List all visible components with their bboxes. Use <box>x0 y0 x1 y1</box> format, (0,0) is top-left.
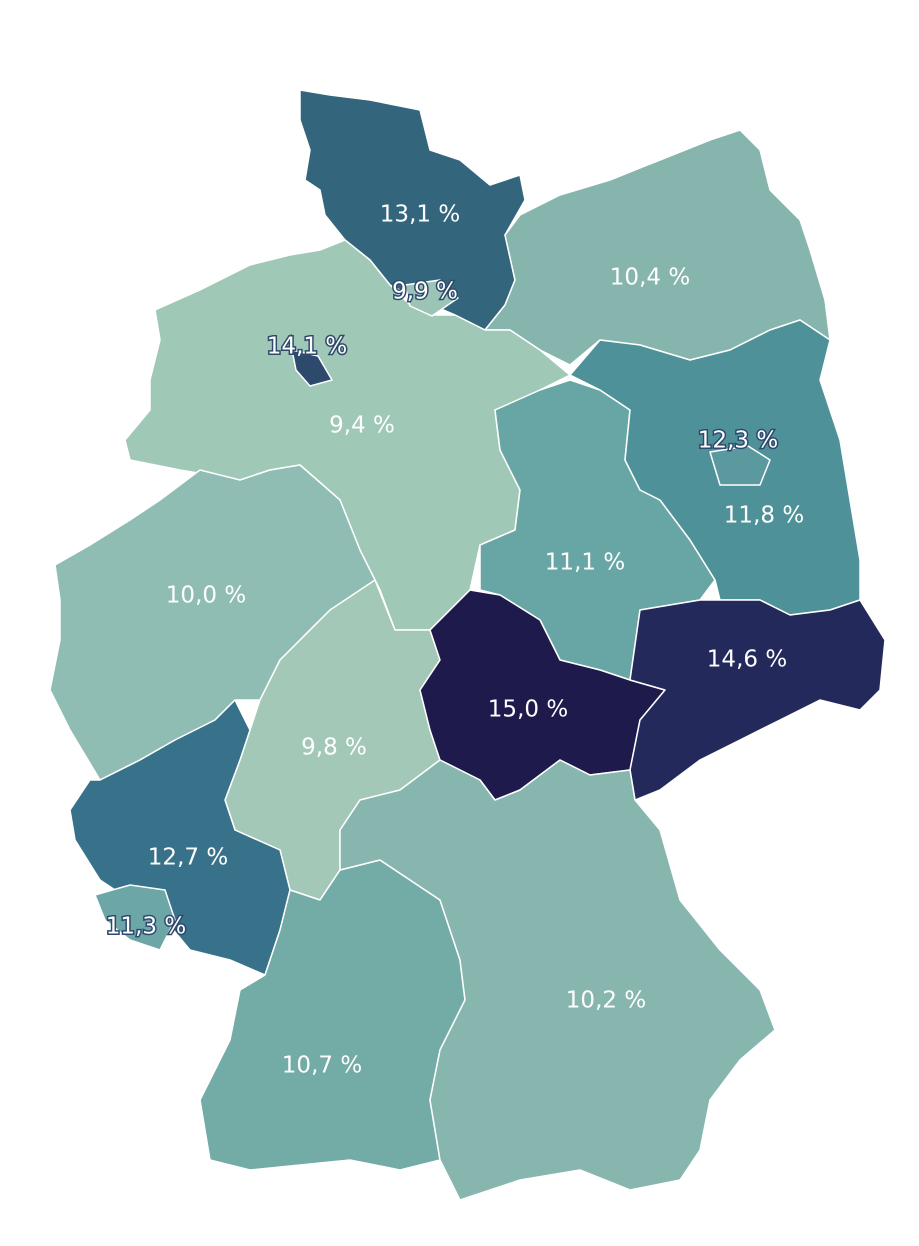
region-label: 12,7 % <box>148 845 228 871</box>
region-label: 12,3 % <box>698 428 778 454</box>
region-label: 14,6 % <box>707 647 787 673</box>
region-label: 11,1 % <box>545 550 625 576</box>
region-label: 10,2 % <box>566 988 646 1014</box>
region-label: 15,0 % <box>488 697 568 723</box>
region-label: 11,3 % <box>106 914 186 940</box>
region-label: 10,4 % <box>610 265 690 291</box>
region-label: 10,7 % <box>282 1053 362 1079</box>
region-label: 14,1 % <box>267 334 347 360</box>
region-label: 9,8 % <box>301 735 367 761</box>
regions <box>49 89 886 1201</box>
region-label: 13,1 % <box>380 202 460 228</box>
region-label: 10,0 % <box>166 583 246 609</box>
region-label: 9,9 % <box>392 279 458 305</box>
region <box>291 349 333 387</box>
labels: 13,1 % 10,4 % 9,4 % 9,9 % 14,1 % 11,1 % … <box>104 202 804 1079</box>
region-label: 9,4 % <box>329 413 395 439</box>
region <box>709 445 771 486</box>
region <box>94 884 176 951</box>
region-label: 11,8 % <box>724 503 804 529</box>
region <box>629 599 886 801</box>
region <box>404 279 459 317</box>
region <box>339 759 776 1201</box>
